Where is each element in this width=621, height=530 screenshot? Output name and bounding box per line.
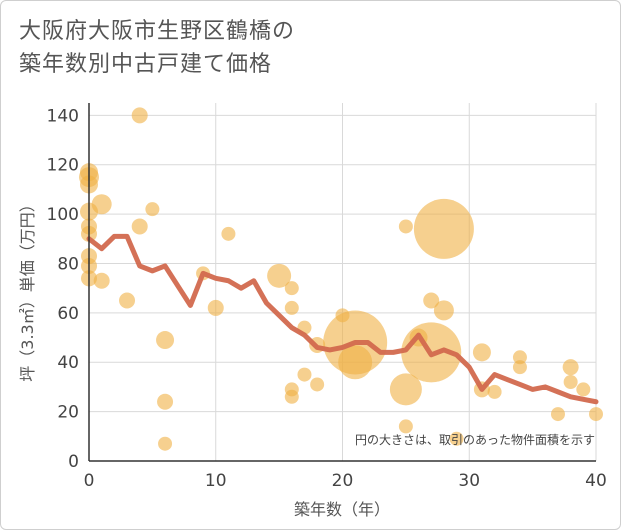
y-tick-label: 60 bbox=[57, 304, 79, 324]
y-tick-label: 20 bbox=[57, 403, 79, 423]
chart-title-line-1: 大阪府大阪市生野区鶴橋の bbox=[19, 19, 296, 44]
data-bubble bbox=[433, 300, 454, 321]
y-tick-label: 80 bbox=[57, 254, 79, 274]
x-tick-label: 30 bbox=[458, 471, 480, 491]
data-bubble bbox=[449, 431, 464, 446]
data-bubble bbox=[487, 384, 502, 399]
data-bubble bbox=[589, 407, 603, 422]
data-bubble bbox=[423, 292, 440, 309]
x-tick-label: 10 bbox=[205, 471, 227, 491]
x-axis-label: 築年数（年） bbox=[294, 500, 390, 519]
y-tick-label: 0 bbox=[68, 452, 79, 472]
data-bubble bbox=[310, 377, 325, 392]
data-bubble bbox=[398, 419, 413, 434]
data-bubble bbox=[157, 393, 174, 410]
data-bubble bbox=[562, 359, 579, 376]
data-bubble bbox=[284, 281, 299, 296]
y-axis-label: 坪（3.3㎡）単価（万円） bbox=[18, 196, 37, 381]
data-bubble bbox=[398, 219, 413, 234]
data-bubble bbox=[221, 226, 236, 241]
trend-line-layer bbox=[86, 233, 599, 405]
data-bubble bbox=[472, 343, 491, 362]
data-bubble bbox=[284, 300, 299, 315]
x-tick-label: 40 bbox=[585, 471, 607, 491]
data-bubble bbox=[91, 194, 112, 215]
bubble-layer bbox=[79, 107, 603, 451]
x-tick-label: 0 bbox=[84, 471, 95, 491]
chart-title-line-2: 築年数別中古戸建て価格 bbox=[19, 52, 273, 77]
data-bubble bbox=[145, 202, 160, 217]
y-tick-label: 40 bbox=[57, 353, 79, 373]
data-bubble bbox=[563, 374, 578, 389]
y-tick-label: 140 bbox=[47, 106, 79, 126]
data-bubble bbox=[267, 263, 292, 288]
data-bubble bbox=[576, 382, 591, 397]
data-bubble bbox=[207, 299, 224, 316]
data-bubble bbox=[512, 360, 527, 375]
data-bubble bbox=[156, 331, 175, 350]
data-bubble bbox=[158, 436, 173, 451]
data-bubble bbox=[338, 345, 373, 380]
x-tick-label: 20 bbox=[332, 471, 354, 491]
axes bbox=[88, 103, 596, 462]
data-bubble bbox=[389, 373, 422, 406]
data-bubble bbox=[297, 367, 312, 382]
data-bubble bbox=[131, 218, 148, 235]
average-price-line bbox=[86, 233, 599, 405]
bubble-size-note: 円の大きさは、取引のあった物件面積を示す bbox=[355, 432, 595, 447]
data-bubble bbox=[512, 350, 527, 365]
data-bubble bbox=[119, 292, 136, 309]
chart-title: 大阪府大阪市生野区鶴橋の 築年数別中古戸建て価格 bbox=[19, 15, 439, 81]
data-bubble bbox=[284, 389, 299, 404]
data-bubble bbox=[550, 407, 565, 422]
data-bubble bbox=[413, 198, 474, 259]
data-bubble bbox=[131, 107, 148, 124]
data-bubble bbox=[93, 272, 110, 289]
y-tick-label: 120 bbox=[47, 156, 79, 176]
tick-labels: 0 10 20 30 40 0 20 40 60 80 100 120 140 bbox=[47, 106, 607, 491]
y-tick-label: 100 bbox=[47, 205, 79, 225]
